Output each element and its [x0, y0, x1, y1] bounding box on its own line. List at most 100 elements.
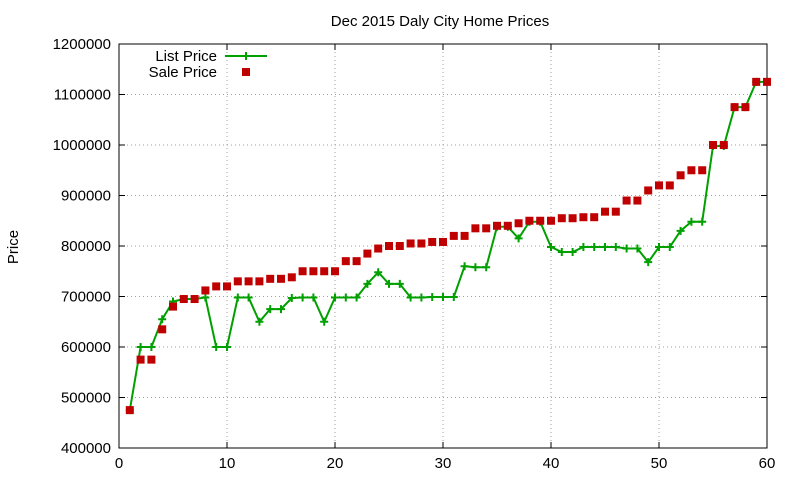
legend-marker-sale-price	[242, 68, 250, 76]
point-sale-price	[287, 273, 296, 282]
point-sale-price	[417, 239, 426, 248]
point-sale-price	[460, 231, 469, 240]
point-sale-price	[309, 267, 318, 276]
x-tick-label: 10	[219, 455, 236, 472]
point-sale-price	[136, 355, 145, 364]
point-list-price	[644, 258, 653, 267]
point-sale-price	[320, 267, 329, 276]
y-tick-label: 600000	[61, 339, 111, 356]
point-list-price	[568, 248, 577, 257]
point-sale-price	[482, 224, 491, 233]
point-list-price	[287, 294, 296, 303]
point-sale-price	[687, 166, 696, 175]
legend-label-list-price: List Price	[155, 48, 217, 65]
point-sale-price	[266, 274, 275, 283]
point-list-price	[158, 315, 167, 324]
point-sale-price	[406, 239, 415, 248]
legend: List Price Sale Price	[149, 48, 267, 81]
point-list-price	[449, 293, 458, 302]
point-list-price	[233, 293, 242, 302]
point-sale-price	[212, 282, 221, 291]
y-tick-label: 700000	[61, 289, 111, 306]
point-sale-price	[169, 302, 177, 311]
point-list-price	[244, 293, 253, 302]
point-sale-price	[590, 213, 599, 222]
point-list-price	[212, 343, 221, 351]
point-sale-price	[385, 242, 393, 250]
point-sale-price	[331, 267, 339, 276]
point-list-price	[201, 293, 210, 302]
point-sale-price	[622, 196, 631, 205]
y-tick-label: 800000	[61, 238, 111, 255]
point-sale-price	[665, 181, 674, 190]
point-sale-price	[655, 181, 663, 190]
point-sale-price	[223, 282, 231, 291]
point-sale-price	[439, 237, 447, 246]
axis-ticks: 400000 500000 600000 700000 800000 900000 1000…	[53, 36, 776, 472]
chart-title: Dec 2015 Daly City Home Prices	[331, 13, 549, 30]
point-sale-price	[611, 207, 620, 216]
y-tick-label: 500000	[61, 390, 111, 407]
point-sale-price	[633, 196, 642, 205]
point-list-price	[676, 226, 685, 235]
point-sale-price	[341, 257, 350, 266]
point-sale-price	[471, 224, 480, 233]
point-list-price	[309, 293, 318, 302]
plot-frame	[118, 43, 768, 449]
point-list-price	[374, 268, 383, 277]
point-sale-price	[190, 295, 199, 304]
x-tick-label: 60	[759, 455, 776, 472]
point-list-price	[439, 293, 447, 302]
point-list-price	[557, 248, 566, 257]
point-sale-price	[277, 274, 285, 283]
point-sale-price	[449, 231, 458, 240]
point-sale-price	[525, 216, 534, 225]
point-sale-price	[752, 77, 761, 86]
point-list-price	[665, 243, 674, 252]
legend-marker-list-price	[242, 52, 250, 60]
point-list-price	[406, 293, 415, 302]
point-list-price	[471, 263, 480, 272]
point-list-price	[633, 244, 642, 253]
point-sale-price	[201, 286, 210, 295]
point-sale-price	[395, 242, 404, 250]
x-tick-label: 20	[327, 455, 344, 472]
point-list-price	[547, 243, 555, 252]
point-list-price	[428, 293, 437, 302]
point-list-price	[395, 279, 404, 288]
x-tick-label: 40	[543, 455, 560, 472]
point-sale-price	[676, 171, 685, 180]
y-tick-label: 1200000	[53, 36, 111, 53]
point-list-price	[331, 293, 339, 302]
point-list-price	[363, 279, 372, 288]
series-layer	[125, 77, 771, 415]
point-list-price	[622, 244, 631, 253]
point-sale-price	[601, 207, 609, 216]
point-sale-price	[179, 295, 188, 304]
point-list-price	[223, 343, 231, 351]
y-tick-label: 1100000	[54, 87, 111, 104]
point-list-price	[147, 343, 156, 351]
y-tick-label: 400000	[61, 440, 111, 457]
point-sale-price	[730, 103, 739, 112]
point-list-price	[698, 217, 707, 226]
point-list-price	[687, 217, 696, 226]
point-sale-price	[579, 213, 588, 222]
point-list-price	[320, 317, 329, 326]
point-sale-price	[255, 277, 264, 286]
point-sale-price	[493, 221, 501, 230]
point-sale-price	[428, 237, 437, 246]
point-list-price	[460, 262, 469, 271]
point-sale-price	[568, 214, 577, 223]
point-sale-price	[503, 221, 512, 230]
point-sale-price	[374, 244, 383, 253]
point-sale-price	[125, 406, 134, 415]
point-sale-price	[244, 277, 253, 286]
point-list-price	[255, 317, 264, 326]
point-sale-price	[536, 216, 545, 225]
point-sale-price	[158, 325, 167, 334]
point-sale-price	[547, 216, 555, 225]
point-sale-price	[698, 166, 707, 175]
point-sale-price	[363, 249, 372, 258]
